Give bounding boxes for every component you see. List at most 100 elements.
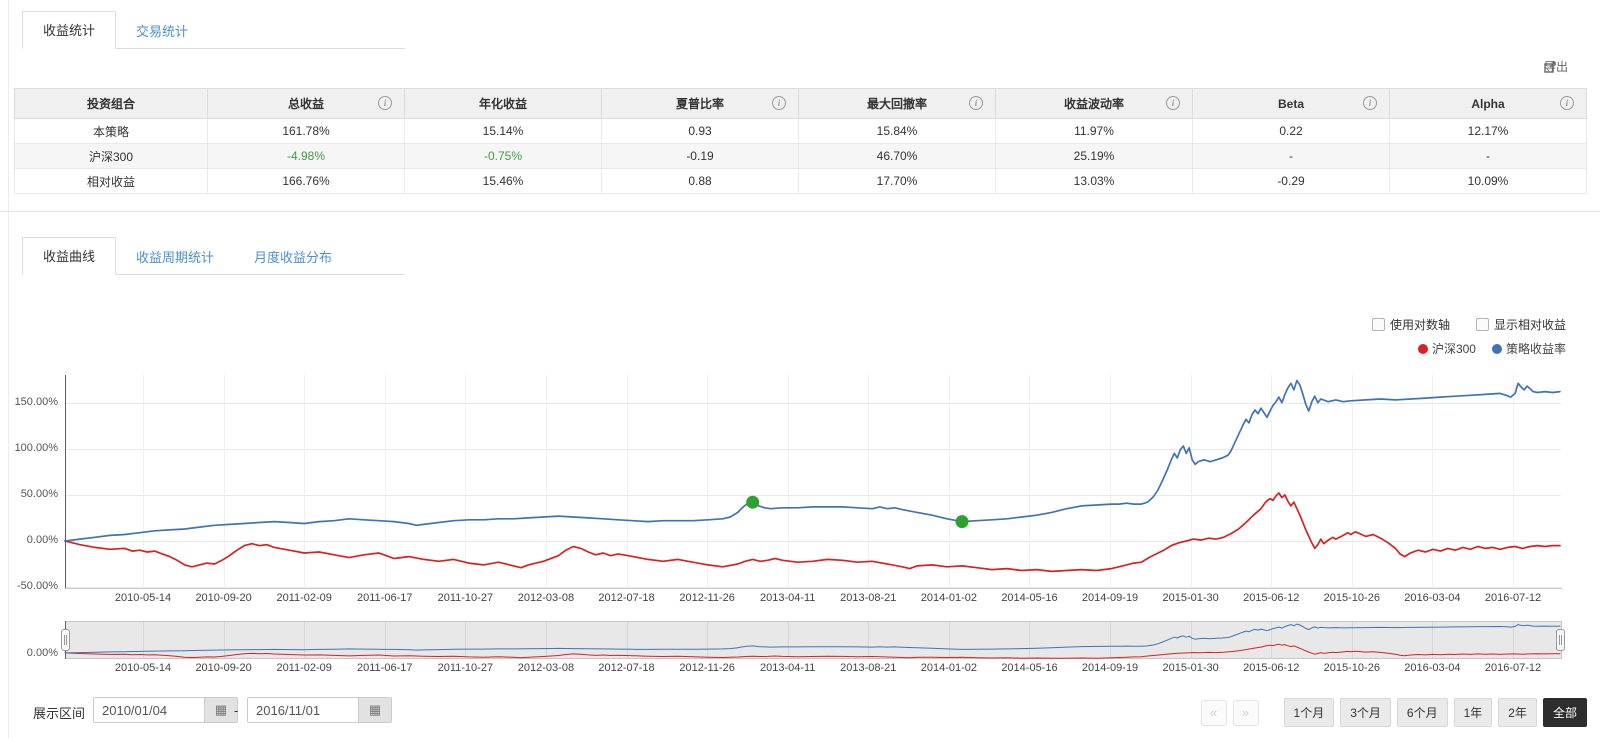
grid-line (1432, 375, 1434, 588)
grid-line (707, 375, 709, 588)
tab-monthly-returns-distribution[interactable]: 月度收益分布 (254, 250, 333, 265)
column-header-6: Beta i (1192, 88, 1390, 119)
end-date-input[interactable] (248, 698, 358, 722)
tab-returns-period-stats[interactable]: 收益周期统计 (136, 250, 215, 265)
chart-options: 使用对数轴 显示相对收益 (1371, 316, 1566, 333)
range-all-button[interactable]: 全部 (1542, 698, 1587, 727)
navigator-grid-line (1110, 622, 1112, 658)
grid-line (868, 375, 870, 588)
table-cell: 0.22 (1192, 118, 1390, 144)
scroll-backward-button[interactable]: « (1200, 699, 1227, 726)
info-icon[interactable]: i (378, 96, 392, 110)
range-1m-button[interactable]: 1个月 (1283, 698, 1335, 727)
column-header-2: 年化收益 (404, 88, 602, 119)
navigator-x-tick-label: 2016-07-12 (1484, 662, 1542, 674)
end-date-calendar-button[interactable]: ▦ (358, 698, 391, 722)
navigator-grid-line (1029, 622, 1031, 658)
range-3m-button[interactable]: 3个月 (1340, 698, 1391, 727)
table-cell: 10.09% (1389, 168, 1587, 194)
x-tick-label: 2014-05-16 (1001, 592, 1058, 604)
tab-trading-stats[interactable]: 交易统计 (136, 24, 189, 39)
tab-returns-stats[interactable]: 收益统计 (22, 11, 117, 49)
range-label: 展示区间 (33, 706, 86, 721)
table-cell: -0.19 (601, 143, 799, 169)
export-button[interactable]: 导出 (1544, 58, 1568, 75)
page-left-border (8, 0, 9, 738)
info-icon[interactable]: i (1166, 96, 1180, 110)
grid-line (304, 375, 306, 588)
x-tick-label: 2014-09-19 (1081, 592, 1139, 604)
table-cell: 11.97% (995, 118, 1193, 144)
navigator-grid-line (787, 622, 789, 658)
navigator-grid-line (1271, 622, 1273, 658)
event-marker[interactable] (955, 515, 969, 529)
grid-line (384, 375, 386, 588)
chart-legend: 沪深300 策略收益率 (1417, 340, 1566, 357)
navigator-x-tick-label: 2012-11-26 (679, 662, 735, 674)
table-cell: 161.78% (207, 118, 405, 144)
navigator-left-handle[interactable] (61, 629, 70, 651)
range-2y-button[interactable]: 2年 (1498, 698, 1537, 727)
grid-line (1351, 375, 1353, 588)
legend-dot-icon (1491, 343, 1502, 354)
info-icon[interactable]: i (1560, 96, 1574, 110)
x-tick-label: 2013-04-11 (759, 592, 816, 604)
returns-stats-table: 投资组合 总收益 i 年化收益 夏普比率 i 最大回撤率 i 收益波动率 i Beta i Alpha i… (14, 88, 1587, 194)
navigator-grid-line (1512, 622, 1514, 658)
chart-tab-bar: 收益曲线 收益周期统计 月度收益分布 (22, 237, 405, 275)
checkbox-label: 显示相对收益 (1493, 318, 1566, 332)
legend-strategy[interactable]: 策略收益率 (1491, 340, 1566, 357)
start-date-calendar-button[interactable]: ▦ (204, 698, 237, 722)
x-tick-label: 2012-07-18 (598, 592, 655, 604)
x-tick-label: 2010-05-14 (114, 592, 172, 604)
x-tick-label: 2013-08-21 (840, 592, 897, 604)
event-marker[interactable] (746, 495, 760, 509)
table-header-row: 投资组合 总收益 i 年化收益 夏普比率 i 最大回撤率 i 收益波动率 i Beta i Alpha i (14, 88, 1587, 119)
column-header-label: 年化收益 (478, 97, 527, 111)
navigator-grid-line (223, 622, 225, 658)
tab-returns-curve[interactable]: 收益曲线 (22, 237, 117, 275)
navigator-series-csi300-line (64, 643, 1561, 659)
navigator-ytick-label: 0.00% (26, 647, 58, 659)
navigator-x-labels: 2010-05-14 2010-09-20 2011-02-09 2011-06-17… (65, 662, 1560, 676)
grid-line (948, 375, 950, 588)
x-tick-label: 2016-03-04 (1404, 592, 1461, 604)
x-tick-label: 2012-03-08 (517, 592, 575, 604)
series-plot (64, 379, 1561, 573)
range-1y-button[interactable]: 1年 (1453, 698, 1493, 727)
end-date-group: ▦ (247, 697, 392, 723)
column-header-1: 总收益 i (207, 88, 405, 119)
y-tick-label: 150.00% (14, 395, 58, 408)
navigator-grid-line (707, 622, 709, 658)
calendar-icon: ▦ (214, 702, 228, 717)
legend-series-label: 沪深300 (1431, 342, 1476, 356)
grid-line (465, 375, 467, 588)
log-axis-checkbox[interactable]: 使用对数轴 (1371, 316, 1450, 333)
relative-returns-checkbox[interactable]: 显示相对收益 (1475, 316, 1566, 333)
table-cell: 166.76% (207, 168, 405, 194)
column-header-label: Beta (1277, 96, 1304, 111)
navigator-grid-line (1432, 622, 1434, 658)
start-date-input[interactable] (94, 698, 204, 722)
navigator-x-tick-label: 2012-03-08 (517, 662, 575, 674)
y-tick-label: 50.00% (20, 487, 58, 500)
scroll-forward-button[interactable]: » (1232, 699, 1259, 726)
navigator-right-handle[interactable] (1556, 629, 1565, 651)
navigator-x-tick-label: 2015-10-26 (1323, 662, 1380, 674)
navigator-x-tick-label: 2014-01-02 (920, 662, 978, 674)
navigator-grid-line (384, 622, 386, 658)
section-divider (0, 211, 1600, 212)
info-icon[interactable]: i (969, 96, 983, 110)
table-cell: 17.70% (798, 168, 996, 194)
info-icon[interactable]: i (1363, 96, 1377, 110)
calendar-icon: ▦ (368, 702, 382, 717)
table-cell: - (1389, 143, 1587, 169)
table-cell: 沪深300 (14, 143, 208, 169)
range-button-bar: «» 1个月 3个月 6个月 1年 2年 全部 (1200, 698, 1587, 727)
info-icon[interactable]: i (772, 96, 786, 110)
range-6m-button[interactable]: 6个月 (1396, 698, 1448, 727)
grid-line (65, 494, 1561, 496)
navigator-x-tick-label: 2014-09-19 (1081, 662, 1139, 674)
grid-line (1512, 375, 1514, 588)
legend-csi300[interactable]: 沪深300 (1417, 340, 1476, 357)
